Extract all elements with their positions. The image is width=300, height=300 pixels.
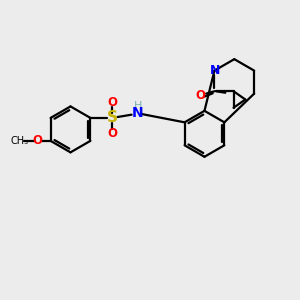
Text: O: O — [196, 89, 206, 103]
Text: O: O — [107, 127, 118, 140]
Text: O: O — [107, 95, 118, 109]
Text: CH₃: CH₃ — [10, 136, 28, 146]
Text: S: S — [107, 110, 118, 125]
Text: H: H — [134, 101, 142, 111]
Text: N: N — [210, 64, 220, 76]
Text: N: N — [132, 106, 143, 121]
Text: O: O — [32, 134, 42, 147]
